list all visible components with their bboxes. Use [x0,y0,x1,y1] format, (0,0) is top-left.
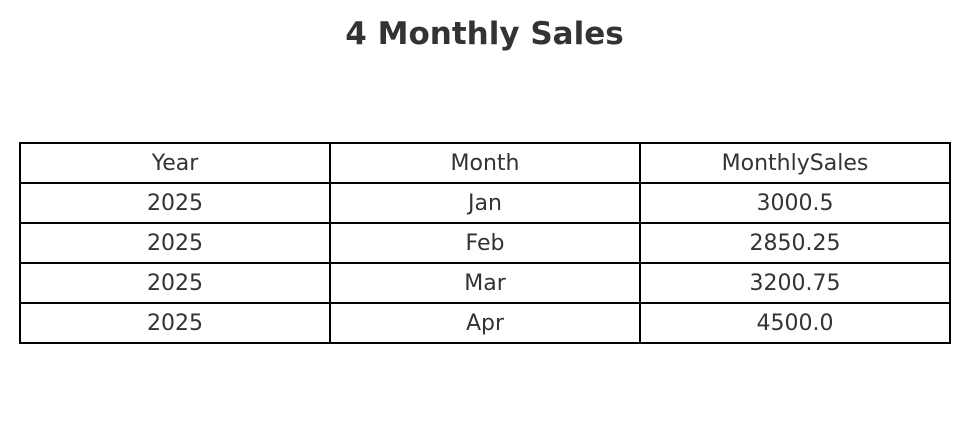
table-cell-month: Apr [329,302,641,344]
table-row: 2025 Apr 4500.0 [19,302,951,344]
table-cell-month: Mar [329,262,641,304]
column-header-year: Year [19,142,331,184]
table-cell-year: 2025 [19,302,331,344]
table-cell-monthly-sales: 3000.5 [639,182,951,224]
table-cell-monthly-sales: 2850.25 [639,222,951,264]
table-cell-year: 2025 [19,182,331,224]
sales-table: Year Month MonthlySales 2025 Jan 3000.5 … [19,142,951,344]
table-row: 2025 Jan 3000.5 [19,182,951,224]
column-header-month: Month [329,142,641,184]
column-header-monthly-sales: MonthlySales [639,142,951,184]
table-cell-month: Jan [329,182,641,224]
table-header-row: Year Month MonthlySales [19,142,951,184]
chart-title: 4 Monthly Sales [345,16,624,52]
table-cell-monthly-sales: 4500.0 [639,302,951,344]
table-cell-month: Feb [329,222,641,264]
table-row: 2025 Mar 3200.75 [19,262,951,304]
table-row: 2025 Feb 2850.25 [19,222,951,264]
table-cell-year: 2025 [19,222,331,264]
table-cell-year: 2025 [19,262,331,304]
table-cell-monthly-sales: 3200.75 [639,262,951,304]
